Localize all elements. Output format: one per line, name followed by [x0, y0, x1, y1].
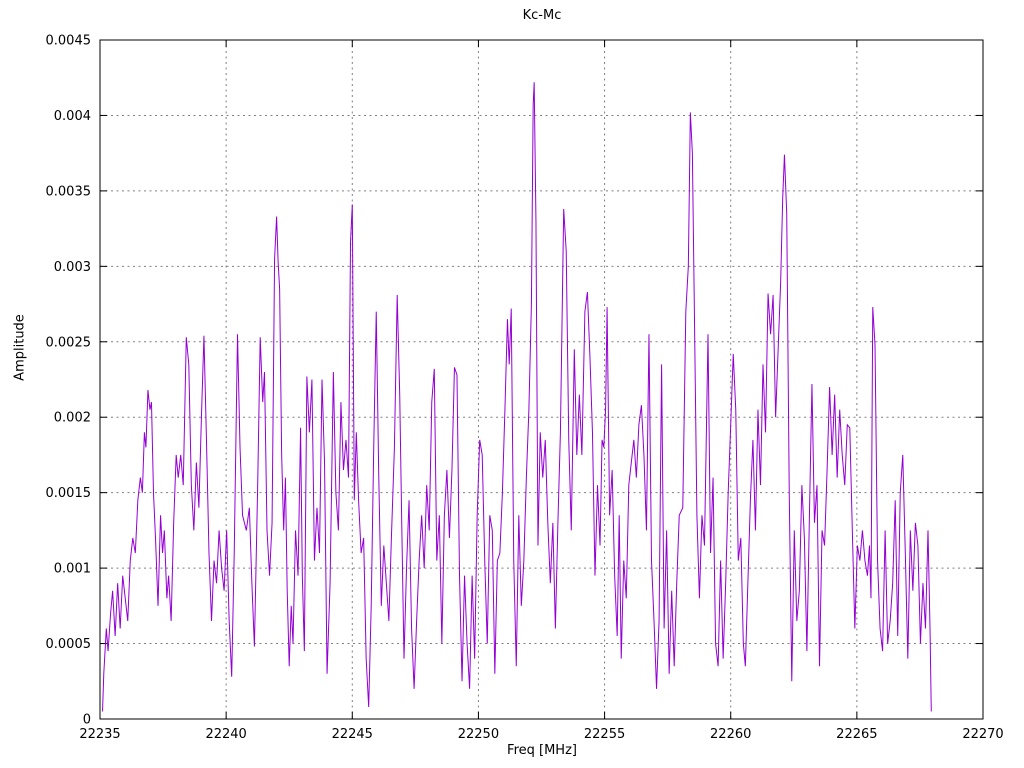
x-tick-label: 22260 — [710, 727, 751, 742]
y-tick-label: 0.001 — [54, 562, 91, 577]
x-tick-label: 22245 — [332, 727, 373, 742]
y-axis-label: Amplitude — [12, 314, 28, 381]
x-tick-label: 22270 — [962, 727, 1003, 742]
y-tick-label: 0.004 — [54, 109, 91, 124]
x-axis-label: Freq [MHz] — [507, 743, 577, 758]
x-tick-label: 22255 — [584, 727, 625, 742]
x-tick-label: 22235 — [79, 727, 120, 742]
y-tick-label: 0 — [83, 713, 91, 728]
y-tick-label: 0.003 — [54, 260, 91, 275]
y-tick-label: 0.002 — [54, 411, 91, 426]
y-tick-label: 0.0025 — [46, 335, 92, 350]
tick-labels: 22235 22240 22245 22250 22255 22260 22265 22270… — [46, 34, 1004, 743]
y-tick-label: 0.0015 — [46, 486, 92, 501]
grid-lines — [100, 40, 983, 719]
x-tick-label: 22240 — [205, 727, 246, 742]
x-tick-label: 22250 — [458, 727, 499, 742]
chart-title: Kc-Mc — [522, 8, 562, 23]
y-tick-label: 0.0005 — [46, 637, 92, 652]
y-tick-label: 0.0045 — [46, 34, 92, 49]
x-tick-label: 22265 — [836, 727, 877, 742]
y-tick-label: 0.0035 — [46, 184, 92, 199]
series-line-Kc-Mc — [102, 82, 932, 712]
